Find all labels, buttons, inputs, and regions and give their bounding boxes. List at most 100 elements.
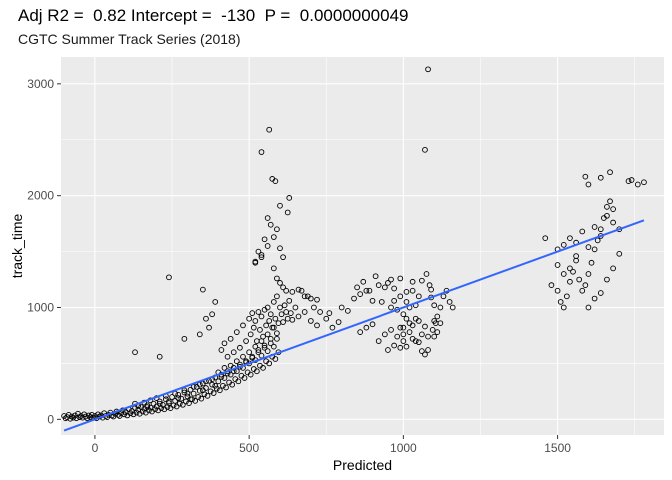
data-point <box>260 365 266 371</box>
data-point <box>184 393 191 400</box>
data-point <box>422 351 428 358</box>
data-point <box>604 276 610 283</box>
data-point <box>267 335 274 342</box>
data-point <box>567 265 573 272</box>
data-point <box>144 404 151 410</box>
data-point <box>588 259 595 266</box>
data-point <box>432 320 439 327</box>
data-point <box>261 236 268 243</box>
data-point <box>260 333 266 340</box>
data-point <box>597 174 604 181</box>
data-point <box>255 349 262 356</box>
data-point <box>264 243 271 249</box>
data-point <box>209 311 215 318</box>
data-point <box>366 287 373 294</box>
data-point <box>187 396 194 403</box>
data-point <box>207 388 214 395</box>
data-point <box>415 293 422 300</box>
data-point <box>307 295 314 302</box>
data-point <box>449 304 456 311</box>
data-point <box>431 302 438 309</box>
data-point <box>173 403 180 410</box>
data-point <box>257 327 263 333</box>
data-point <box>597 226 604 233</box>
data-point <box>280 284 286 291</box>
data-point <box>375 282 382 288</box>
data-point <box>227 335 234 342</box>
data-point <box>422 323 428 330</box>
data-point <box>641 179 647 186</box>
data-point <box>255 347 262 353</box>
data-point <box>292 304 299 311</box>
data-point <box>240 322 246 329</box>
data-point <box>274 330 280 337</box>
data-point <box>409 322 416 329</box>
data-point <box>267 311 274 318</box>
chart-title: Adj R2 = 0.82 Intercept = -130 P = 0.000… <box>18 6 409 25</box>
data-point <box>146 407 152 414</box>
data-point <box>388 276 394 283</box>
data-point <box>372 273 379 280</box>
data-point <box>266 126 273 133</box>
data-point <box>166 400 172 406</box>
data-point <box>221 365 228 371</box>
data-point <box>233 329 240 335</box>
data-point <box>167 405 174 412</box>
data-point <box>426 282 433 288</box>
data-point <box>554 287 561 294</box>
data-point <box>258 254 265 261</box>
data-point <box>385 280 391 286</box>
data-point <box>554 262 561 268</box>
data-point <box>216 387 223 394</box>
data-point <box>286 195 293 201</box>
data-point <box>139 408 146 415</box>
data-point <box>215 378 222 385</box>
data-point <box>272 315 279 322</box>
data-point <box>223 384 229 391</box>
data-point <box>196 387 203 394</box>
data-point <box>255 248 262 255</box>
data-point <box>400 331 407 338</box>
data-point <box>610 206 616 212</box>
data-point <box>261 344 268 351</box>
data-point <box>429 327 436 333</box>
data-point <box>221 375 228 381</box>
plot-panel <box>61 57 664 435</box>
data-point <box>446 299 453 305</box>
data-point <box>266 318 273 324</box>
y-axis-ticks: 0 1000 2000 3000 <box>27 77 61 426</box>
data-point <box>610 219 616 226</box>
data-point <box>400 338 407 344</box>
data-point <box>189 396 195 403</box>
data-point <box>415 318 422 324</box>
data-point <box>280 319 286 325</box>
data-point <box>301 293 308 300</box>
data-point <box>573 253 579 259</box>
data-point <box>542 235 549 242</box>
data-point <box>394 333 401 340</box>
data-point <box>363 324 370 331</box>
data-point <box>277 245 283 252</box>
data-point <box>247 371 254 378</box>
data-point <box>203 315 209 322</box>
data-point <box>258 149 265 155</box>
data-point <box>250 324 257 331</box>
data-point <box>363 287 370 294</box>
data-point <box>181 389 188 396</box>
data-point <box>419 348 425 354</box>
data-point <box>156 398 163 405</box>
data-point <box>597 290 604 296</box>
data-point <box>607 198 613 205</box>
data-point <box>246 349 252 356</box>
data-point <box>378 299 385 305</box>
data-point <box>434 313 441 320</box>
data-point <box>274 226 280 233</box>
data-point <box>397 344 404 351</box>
data-point <box>218 347 225 353</box>
data-point <box>591 224 598 230</box>
data-point <box>388 304 394 311</box>
data-point <box>133 409 140 416</box>
data-point <box>335 319 342 325</box>
data-point <box>277 202 283 209</box>
data-point <box>576 276 583 283</box>
